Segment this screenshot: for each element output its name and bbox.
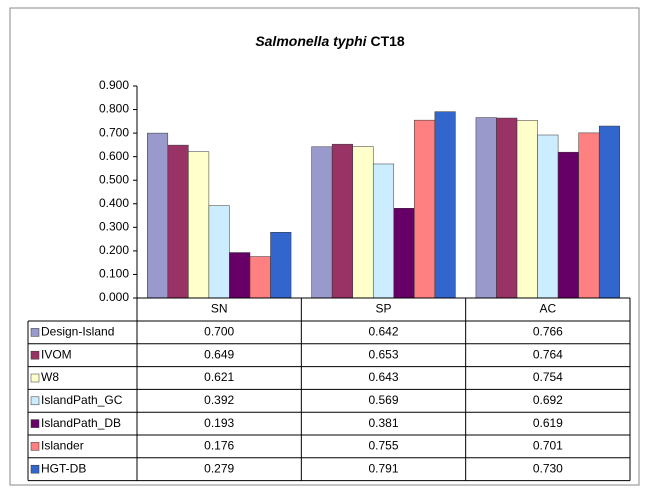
y-tick-label: 0.000 bbox=[99, 290, 129, 304]
chart-title: Salmonella typhi CT18 bbox=[255, 33, 405, 49]
bar bbox=[516, 120, 538, 299]
legend-key bbox=[30, 373, 40, 383]
legend-key bbox=[30, 419, 40, 428]
table-value: 0.766 bbox=[533, 325, 563, 339]
bar bbox=[311, 146, 333, 299]
table-value: 0.700 bbox=[204, 325, 234, 339]
bar bbox=[270, 232, 292, 299]
bar bbox=[147, 132, 169, 299]
bar bbox=[249, 256, 271, 299]
table-value: 0.642 bbox=[368, 325, 398, 339]
legend-label: IslandPath_GC bbox=[41, 393, 123, 407]
bar bbox=[352, 146, 374, 299]
y-tick-label: 0.600 bbox=[99, 149, 129, 163]
table-value: 0.730 bbox=[533, 461, 563, 475]
y-tick-label: 0.100 bbox=[99, 267, 129, 281]
title-italic: Salmonella typhi bbox=[255, 33, 367, 49]
table-value: 0.754 bbox=[533, 370, 563, 384]
y-tick-label: 0.200 bbox=[99, 243, 129, 257]
bar bbox=[557, 151, 579, 299]
bar bbox=[331, 143, 353, 299]
legend-label: IVOM bbox=[41, 347, 72, 361]
legend-key bbox=[30, 464, 40, 474]
bar bbox=[229, 252, 251, 299]
bar bbox=[434, 111, 456, 299]
table-value: 0.755 bbox=[368, 439, 398, 453]
table-value: 0.619 bbox=[533, 416, 563, 430]
x-tick-label: SN bbox=[211, 302, 228, 316]
bar bbox=[393, 208, 415, 299]
bar bbox=[496, 117, 518, 299]
legend-label: W8 bbox=[41, 370, 59, 384]
legend-label: Islander bbox=[41, 439, 84, 453]
table-value: 0.791 bbox=[368, 461, 398, 475]
table-value: 0.193 bbox=[204, 416, 234, 430]
table-value: 0.279 bbox=[204, 461, 234, 475]
table-value: 0.381 bbox=[368, 416, 398, 430]
y-tick-label: 0.400 bbox=[99, 196, 129, 210]
table-value: 0.653 bbox=[368, 347, 398, 361]
table-value: 0.764 bbox=[533, 347, 563, 361]
table-value: 0.392 bbox=[204, 393, 234, 407]
legend-label: HGT-DB bbox=[41, 461, 86, 475]
x-tick-label: SP bbox=[375, 302, 391, 316]
table-value: 0.692 bbox=[533, 393, 563, 407]
table-value: 0.176 bbox=[204, 439, 234, 453]
bar bbox=[598, 125, 620, 299]
bar bbox=[372, 163, 395, 299]
y-tick-label: 0.700 bbox=[99, 125, 129, 139]
table-value: 0.643 bbox=[368, 370, 398, 384]
bar bbox=[475, 117, 497, 299]
bar bbox=[208, 205, 230, 299]
y-tick-label: 0.500 bbox=[99, 172, 129, 186]
legend-label: IslandPath_DB bbox=[41, 416, 121, 430]
bar bbox=[167, 144, 189, 299]
table-value: 0.569 bbox=[368, 393, 398, 407]
legend-label: Design-Island bbox=[41, 325, 114, 339]
legend-key bbox=[30, 328, 40, 337]
legend-key bbox=[30, 396, 40, 406]
x-tick-label: AC bbox=[539, 302, 556, 316]
legend-key bbox=[30, 442, 40, 451]
y-tick-label: 0.300 bbox=[99, 220, 129, 234]
table-value: 0.621 bbox=[204, 370, 234, 384]
title-regular: CT18 bbox=[370, 33, 404, 49]
y-tick-label: 0.800 bbox=[99, 102, 129, 116]
table-value: 0.649 bbox=[204, 347, 234, 361]
bar bbox=[414, 119, 436, 299]
y-tick-label: 0.900 bbox=[99, 78, 129, 92]
bar bbox=[188, 151, 210, 299]
bar bbox=[537, 134, 559, 299]
bar bbox=[578, 132, 600, 299]
table-value: 0.701 bbox=[533, 439, 563, 453]
legend-key bbox=[30, 350, 40, 360]
